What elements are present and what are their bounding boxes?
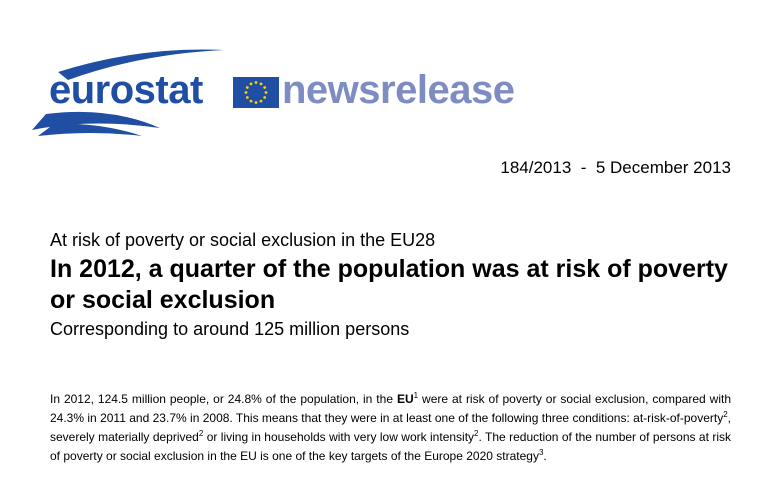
swoosh-icon xyxy=(32,49,224,136)
flag-star xyxy=(249,99,253,103)
footnote-ref-2a: 2 xyxy=(723,410,728,419)
logo-eurostat-word: eurostat xyxy=(49,68,203,112)
flag-star xyxy=(254,81,258,84)
flag-star xyxy=(263,86,267,89)
logo-newsrelease-word: newsrelease xyxy=(282,68,515,112)
footnote-ref-1: 1 xyxy=(413,391,419,400)
release-subhead: Corresponding to around 125 million pers… xyxy=(50,319,410,339)
lead-text-3: , severely materially deprived xyxy=(50,411,731,444)
footnote-ref-2b: 2 xyxy=(198,429,204,438)
footnote-ref-2c: 2 xyxy=(474,429,479,438)
eu-term: EU xyxy=(396,392,414,406)
lead-text-2: were at risk of poverty or social exclus… xyxy=(50,392,732,425)
flag-star xyxy=(259,82,263,86)
footnote-ref-3: 3 xyxy=(538,448,544,457)
flag-star xyxy=(245,86,249,89)
lead-text-4: or living in households with very low wo… xyxy=(203,430,475,444)
lead-text-1: In 2012, 124.5 million people, or 24.8% … xyxy=(50,392,397,406)
eu-flag-icon xyxy=(233,77,279,108)
flag-star xyxy=(263,96,267,99)
release-kicker: At risk of poverty or social exclusion i… xyxy=(50,230,436,250)
flag-star xyxy=(245,96,249,99)
flag-star xyxy=(259,99,263,103)
flag-star xyxy=(249,82,253,86)
flag-star xyxy=(244,91,248,94)
eurostat-newsrelease-logo: eurostat newsrelease xyxy=(30,44,550,140)
lead-paragraph: In 2012, 124.5 million people, or 24.8% … xyxy=(50,390,731,466)
lead-text-6: . xyxy=(543,449,547,463)
release-ref-date: 184/2013 - 5 December 2013 xyxy=(500,158,731,177)
flag-star xyxy=(254,101,258,104)
lead-text-5: . The reduction of the number of persons… xyxy=(50,430,732,463)
flag-star xyxy=(264,91,268,94)
release-headline: In 2012, a quarter of the population was… xyxy=(50,255,728,314)
